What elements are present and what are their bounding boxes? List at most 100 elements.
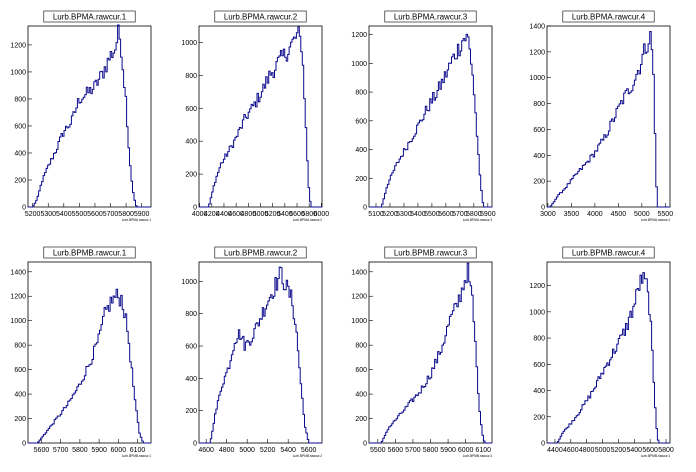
x-tick-label: 5800 <box>72 447 88 454</box>
x-tick-label: 6100 <box>475 447 491 454</box>
x-tick-label: 3500 <box>564 211 580 218</box>
x-tick-label: 5400 <box>277 211 293 218</box>
chart-title: Lurb.BPMA.rawcur.4 <box>572 13 646 22</box>
y-tick-label: 200 <box>355 416 367 423</box>
x-tick-label: 5000 <box>253 211 269 218</box>
title-box <box>214 246 307 259</box>
x-tick-label: 5800 <box>466 211 482 218</box>
y-tick-label: 600 <box>185 106 197 113</box>
x-axis-label: Lurb.BPMA.rawcur.3 <box>463 218 492 222</box>
y-tick-label: 800 <box>533 101 545 108</box>
y-tick-label: 0 <box>22 205 26 212</box>
histogram-series <box>547 272 670 444</box>
y-tick-label: 800 <box>14 96 26 103</box>
y-tick-label: 800 <box>355 90 367 97</box>
y-tick-label: 1400 <box>529 24 545 31</box>
y-tick-label: 400 <box>185 376 197 383</box>
histogram-series <box>28 288 151 444</box>
x-tick-label: 5800 <box>658 447 674 454</box>
x-tick-label: 5500 <box>72 211 88 218</box>
plot-frame <box>546 25 671 208</box>
histogram-panel-8: Lurb.BPMB.rawcur.4 0 200 400 600 800 1000 1200 4… <box>529 246 674 458</box>
y-tick-label: 600 <box>533 362 545 369</box>
histogram-panel-3: Lurb.BPMA.rawcur.3 0 200 400 600 800 1000 1200 5… <box>351 10 496 222</box>
x-tick-label: 4000 <box>587 211 603 218</box>
x-tick-label: 4800 <box>219 447 235 454</box>
y-tick-label: 1000 <box>181 40 197 47</box>
title-box <box>562 246 655 259</box>
x-tick-label: 5700 <box>452 211 468 218</box>
chart-title: Lurb.BPMA.rawcur.3 <box>394 13 468 22</box>
x-axis-label: Lurb.BPMA.rawcur.2 <box>293 218 322 222</box>
title-box <box>562 10 655 23</box>
x-tick-label: 5600 <box>301 447 317 454</box>
y-tick-label: 0 <box>22 441 26 448</box>
title-box <box>214 10 307 23</box>
x-tick-label: 5500 <box>658 211 674 218</box>
y-tick-label: 400 <box>185 139 197 146</box>
x-tick-label: 5800 <box>423 447 439 454</box>
y-tick-label: 600 <box>185 344 197 351</box>
y-tick-label: 800 <box>533 336 545 343</box>
x-axis-label: Lurb.BPMB.rawcur.4 <box>641 454 670 458</box>
x-axis-label: Lurb.BPMA.rawcur.1 <box>122 218 151 222</box>
histogram-series <box>199 26 322 208</box>
histogram-panel-6: Lurb.BPMB.rawcur.2 0 200 400 600 800 1000 4600 4… <box>181 246 323 458</box>
x-tick-label: 6000 <box>458 447 474 454</box>
histogram-panel-2: Lurb.BPMA.rawcur.20200400600800100040004… <box>181 10 330 222</box>
plot-frame <box>546 261 671 444</box>
y-tick-label: 600 <box>355 367 367 374</box>
x-tick-label: 4400 <box>216 211 232 218</box>
y-tick-label: 200 <box>533 414 545 421</box>
x-tick-label: 5900 <box>480 211 496 218</box>
x-tick-label: 5400 <box>410 211 426 218</box>
x-tick-label: 5000 <box>634 211 650 218</box>
plot-frame <box>198 25 323 208</box>
x-tick-label: 5200 <box>611 447 627 454</box>
x-tick-label: 4400 <box>547 447 563 454</box>
y-tick-label: 1400 <box>10 269 26 276</box>
histogram-panel-1: Lurb.BPMA.rawcur.1 0 200 400 600 800 1000 1200 5… <box>10 10 152 222</box>
x-tick-label: 5500 <box>370 447 386 454</box>
y-tick-label: 600 <box>14 367 26 374</box>
title-box <box>43 246 136 259</box>
y-tick-label: 600 <box>355 118 367 125</box>
y-tick-label: 800 <box>14 343 26 350</box>
histogram-series <box>369 262 492 444</box>
x-tick-label: 5300 <box>396 211 412 218</box>
x-tick-label: 5800 <box>301 211 317 218</box>
y-tick-label: 600 <box>14 123 26 130</box>
y-tick-label: 1000 <box>529 75 545 82</box>
x-axis-label: Lurb.BPMB.rawcur.1 <box>122 454 151 458</box>
x-tick-label: 5700 <box>53 447 69 454</box>
y-tick-label: 1000 <box>10 69 26 76</box>
y-tick-label: 0 <box>193 441 197 448</box>
y-tick-label: 0 <box>541 441 545 448</box>
histogram-panel-4: Lurb.BPMA.rawcur.4 0 200 400 600 800 1000 1200 1… <box>529 10 674 222</box>
x-tick-label: 5200 <box>260 447 276 454</box>
x-tick-label: 4600 <box>563 447 579 454</box>
x-tick-label: 5400 <box>56 211 72 218</box>
x-tick-label: 5400 <box>627 447 643 454</box>
chart-title: Lurb.BPMB.rawcur.3 <box>394 249 468 258</box>
y-tick-label: 0 <box>363 205 367 212</box>
x-tick-label: 5600 <box>289 211 305 218</box>
x-tick-label: 4600 <box>228 211 244 218</box>
x-tick-label: 5800 <box>118 211 134 218</box>
y-tick-label: 400 <box>14 392 26 399</box>
x-tick-label: 5100 <box>368 211 384 218</box>
chart-title: Lurb.BPMB.rawcur.1 <box>53 249 127 258</box>
x-tick-label: 4600 <box>198 447 214 454</box>
x-tick-label: 5700 <box>405 447 421 454</box>
x-tick-label: 5400 <box>280 447 296 454</box>
y-tick-label: 400 <box>355 147 367 154</box>
histogram-panel-5: Lurb.BPMB.rawcur.1 0 200 400 600 800 1000 1200 1… <box>10 246 152 458</box>
x-tick-label: 5200 <box>25 211 41 218</box>
y-tick-label: 1000 <box>351 61 367 68</box>
x-tick-label: 6000 <box>314 211 330 218</box>
x-tick-label: 5000 <box>239 447 255 454</box>
y-tick-label: 400 <box>355 392 367 399</box>
y-tick-label: 1200 <box>351 32 367 39</box>
y-tick-label: 200 <box>185 172 197 179</box>
